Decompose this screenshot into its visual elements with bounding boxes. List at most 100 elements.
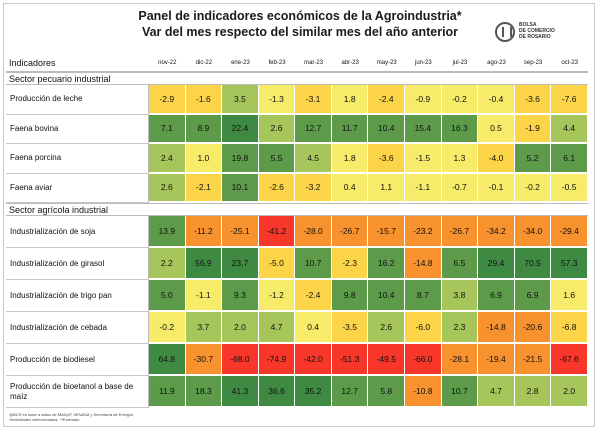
heatmap-cell: -4.0 <box>478 144 515 174</box>
heatmap-cell: 2.4 <box>149 144 186 174</box>
heatmap-cell: 7.1 <box>149 114 186 144</box>
heatmap-cell: -1.1 <box>185 280 223 312</box>
heatmap-cell: 12.7 <box>295 114 332 144</box>
heatmap-cell: -34.2 <box>478 216 515 248</box>
heatmap-cell: -26.7 <box>441 216 479 248</box>
column-header: feb-23 <box>258 55 296 72</box>
heatmap-cell: -1.2 <box>258 280 296 312</box>
heatmap-cell: -5.0 <box>258 248 296 280</box>
heatmap-cell: 11.7 <box>331 114 369 144</box>
logo-line: DE COMERCIO <box>519 28 555 34</box>
heatmap-cell: 0.5 <box>478 114 515 144</box>
heatmap-cell: -0.2 <box>514 173 552 203</box>
heatmap-cell: -2.4 <box>368 85 406 115</box>
heatmap-cell: 16.3 <box>441 114 479 144</box>
heatmap-cell: -3.5 <box>331 312 369 344</box>
heatmap-cell: 2.0 <box>222 312 259 344</box>
heatmap-cell: -20.6 <box>514 312 552 344</box>
heatmap-cell: -3.6 <box>368 144 406 174</box>
heatmap-cell: -25.1 <box>222 216 259 248</box>
header-row: Indicadores nov-22 dic-22 ene-23 feb-23 mar-… <box>6 55 588 72</box>
section-header: Sector pecuario industrial <box>6 72 588 85</box>
heatmap-cell: -2.4 <box>295 280 332 312</box>
table-row: Faena aviar 2.6 -2.1 10.1 -2.6 -3.2 0.4 1.1 -1.1… <box>6 173 588 203</box>
heatmap-cell: 11.9 <box>149 376 186 408</box>
heatmap-cell: 10.7 <box>441 376 479 408</box>
heatmap-cell: -7.6 <box>551 85 588 115</box>
heatmap-cell: -21.5 <box>514 344 552 376</box>
heatmap-cell: 1.1 <box>368 173 406 203</box>
row-label: Producción de leche <box>6 85 149 115</box>
table-row: Faena bovina 7.1 8.9 22.4 2.6 12.7 11.7 10.4 15.… <box>6 114 588 144</box>
column-header: nov-22 <box>149 55 186 72</box>
heatmap-cell: 1.3 <box>441 144 479 174</box>
heatmap-cell: -1.3 <box>258 85 296 115</box>
heatmap-cell: -0.9 <box>405 85 442 115</box>
heatmap-cell: 3.8 <box>441 280 479 312</box>
heatmap-cell: 4.7 <box>478 376 515 408</box>
heatmap-cell: -67.6 <box>551 344 588 376</box>
row-label: Industrialización de trigo pan <box>6 280 149 312</box>
heatmap-cell: -28.0 <box>295 216 332 248</box>
heatmap-cell: -10.8 <box>405 376 442 408</box>
table-row: Producción de bioetanol a base de maíz 11… <box>6 376 588 408</box>
heatmap-cell: 4.4 <box>551 114 588 144</box>
heatmap-cell: -14.8 <box>405 248 442 280</box>
heatmap-cell: 1.0 <box>185 144 223 174</box>
heatmap-cell: 57.3 <box>551 248 588 280</box>
heatmap-cell: 6.9 <box>514 280 552 312</box>
row-label: Faena bovina <box>6 114 149 144</box>
heatmap-cell: 16.2 <box>368 248 406 280</box>
column-header: mar-23 <box>295 55 332 72</box>
heatmap-cell: 5.0 <box>149 280 186 312</box>
heatmap-cell: 70.5 <box>514 248 552 280</box>
heatmap-cell: -3.2 <box>295 173 332 203</box>
heatmap-cell: -0.5 <box>551 173 588 203</box>
row-label: Industrialización de girasol <box>6 248 149 280</box>
column-header: jul-23 <box>441 55 479 72</box>
heatmap-cell: 2.8 <box>514 376 552 408</box>
heatmap-cell: -1.6 <box>185 85 223 115</box>
heatmap-cell: 2.3 <box>441 312 479 344</box>
heatmap-cell: 10.1 <box>222 173 259 203</box>
heatmap-cell: 13.9 <box>149 216 186 248</box>
table-row: Producción de biodiesel 64.8 -30.7 -68.0 -74… <box>6 344 588 376</box>
heatmap-cell: 2.6 <box>149 173 186 203</box>
row-label: Faena porcina <box>6 144 149 174</box>
heatmap-cell: -49.5 <box>368 344 406 376</box>
bcr-emblem-icon <box>495 22 515 42</box>
heatmap-cell: -11.2 <box>185 216 223 248</box>
heatmap-cell: -19.4 <box>478 344 515 376</box>
heatmap-cell: 1.6 <box>551 280 588 312</box>
column-header: oct-23 <box>551 55 588 72</box>
heatmap-cell: -6.0 <box>405 312 442 344</box>
heatmap-cell: 10.4 <box>368 280 406 312</box>
heatmap-cell: -1.9 <box>514 114 552 144</box>
heatmap-cell: 2.6 <box>258 114 296 144</box>
heatmap-cell: -26.7 <box>331 216 369 248</box>
heatmap-cell: 12.7 <box>331 376 369 408</box>
heatmap-cell: -14.8 <box>478 312 515 344</box>
table-row: Industrialización de soja 13.9 -11.2 -25.1-… <box>6 216 588 248</box>
heatmap-cell: -0.4 <box>478 85 515 115</box>
heatmap-cell: -2.1 <box>185 173 223 203</box>
heatmap-cell: -68.0 <box>222 344 259 376</box>
logo-line: BOLSA <box>519 22 537 28</box>
heatmap-cell: -2.3 <box>331 248 369 280</box>
column-header: abr-23 <box>331 55 369 72</box>
heatmap-cell: 0.4 <box>331 173 369 203</box>
heatmap-cell: 64.8 <box>149 344 186 376</box>
panel-title: Panel de indicadores económicos de la Ag… <box>138 9 462 23</box>
heatmap-cell: 29.4 <box>478 248 515 280</box>
heatmap-cell: -2.6 <box>258 173 296 203</box>
column-header: dic-22 <box>185 55 223 72</box>
bcr-logo-text: BOLSA DE COMERCIO DE ROSARIO <box>519 22 555 40</box>
heatmap-cell: 2.6 <box>368 312 406 344</box>
footer-notes: @BCR en base a datos de MAGyP, SENASA y … <box>9 412 134 422</box>
heatmap-cell: -3.6 <box>514 85 552 115</box>
table-row: Faena porcina 2.4 1.0 19.8 5.5 4.5 1.8 -3.6 -1.5… <box>6 144 588 174</box>
heatmap-cell: 10.7 <box>295 248 332 280</box>
heatmap-cell: -42.0 <box>295 344 332 376</box>
column-header: may-23 <box>368 55 406 72</box>
heatmap-cell: 3.5 <box>222 85 259 115</box>
